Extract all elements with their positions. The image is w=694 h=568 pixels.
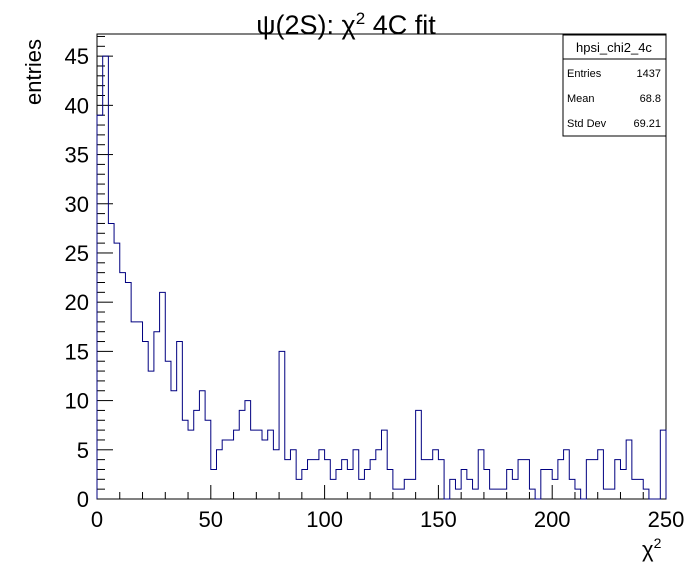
x-tick-label: 150 bbox=[420, 507, 457, 532]
y-tick-labels: 0 5 10 15 20 25 30 35 40 45 bbox=[65, 44, 89, 512]
stats-value-mean: 68.8 bbox=[640, 93, 661, 105]
stats-value-stddev: 69.21 bbox=[633, 118, 661, 130]
y-tick-label: 0 bbox=[77, 487, 89, 512]
y-tick-label: 15 bbox=[65, 339, 89, 364]
stats-label-mean: Mean bbox=[567, 93, 595, 105]
stats-box: hpsi_chi2_4c Entries 1437 Mean 68.8 Std … bbox=[562, 34, 667, 137]
y-tick-label: 30 bbox=[65, 192, 89, 217]
y-tick-label: 35 bbox=[65, 143, 89, 168]
y-tick-label: 25 bbox=[65, 241, 89, 266]
stats-label-stddev: Std Dev bbox=[567, 118, 607, 130]
x-tick-label: 100 bbox=[306, 507, 343, 532]
x-tick-label: 0 bbox=[91, 507, 103, 532]
y-tick-label: 45 bbox=[65, 44, 89, 69]
y-axis-label: entries bbox=[21, 39, 46, 105]
y-tick-label: 10 bbox=[65, 389, 89, 414]
x-tick-label: 250 bbox=[648, 507, 685, 532]
title-rest: 4C fit bbox=[365, 10, 436, 40]
stats-value-entries: 1437 bbox=[637, 68, 661, 80]
x-tick-label: 200 bbox=[534, 507, 571, 532]
axis-ticks bbox=[96, 35, 667, 500]
stats-label-entries: Entries bbox=[567, 68, 602, 80]
histogram-series bbox=[96, 55, 667, 500]
x-tick-label: 50 bbox=[199, 507, 223, 532]
chart-title: ψ(2S): χ2 4C fit bbox=[256, 9, 436, 40]
x-tick-labels: 0 50 100 150 200 250 bbox=[91, 507, 684, 532]
stats-box-frame bbox=[562, 34, 667, 137]
y-tick-label: 40 bbox=[65, 93, 89, 118]
y-tick-label: 20 bbox=[65, 290, 89, 315]
title-superscript: 2 bbox=[356, 9, 365, 28]
x-label-superscript: 2 bbox=[654, 535, 662, 551]
stats-histogram-name: hpsi_chi2_4c bbox=[576, 40, 652, 55]
x-axis-label: χ2 bbox=[642, 535, 662, 562]
y-tick-label: 5 bbox=[77, 438, 89, 463]
